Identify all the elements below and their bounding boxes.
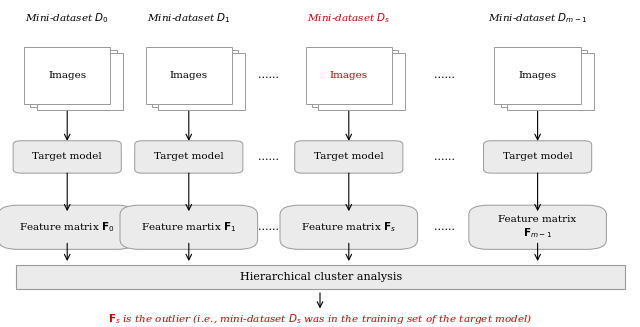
FancyBboxPatch shape [134,141,243,173]
Text: Images: Images [330,71,368,80]
Text: ......: ...... [259,152,279,162]
FancyBboxPatch shape [30,50,116,107]
Text: Feature matrix
$\mathbf{F}_{m-1}$: Feature matrix $\mathbf{F}_{m-1}$ [499,215,577,240]
Text: Images: Images [48,71,86,80]
Text: Mini-dataset $D_0$: Mini-dataset $D_0$ [26,11,109,25]
Text: Target model: Target model [314,152,383,162]
FancyBboxPatch shape [13,141,122,173]
FancyBboxPatch shape [312,50,398,107]
Text: ......: ...... [435,222,455,232]
Text: Target model: Target model [154,152,223,162]
Text: Target model: Target model [33,152,102,162]
Text: Hierarchical cluster analysis: Hierarchical cluster analysis [239,272,402,282]
FancyBboxPatch shape [159,53,245,111]
FancyBboxPatch shape [0,205,136,249]
FancyBboxPatch shape [146,47,232,104]
FancyBboxPatch shape [306,47,392,104]
Text: ......: ...... [259,222,279,232]
Text: Target model: Target model [503,152,572,162]
Text: Feature martix $\mathbf{F}_1$: Feature martix $\mathbf{F}_1$ [141,220,237,234]
Text: Feature matrix $\mathbf{F}_s$: Feature matrix $\mathbf{F}_s$ [301,220,396,234]
Text: $\mathbf{F}_s$ is the outlier (i.e., mini-dataset $D_s$ was in the training set : $\mathbf{F}_s$ is the outlier (i.e., min… [108,312,532,326]
Text: Images: Images [170,71,208,80]
Text: Mini-dataset $D_1$: Mini-dataset $D_1$ [147,11,230,25]
Text: ......: ...... [435,70,455,80]
Text: Mini-dataset $D_s$: Mini-dataset $D_s$ [307,11,390,25]
FancyBboxPatch shape [319,53,405,111]
FancyBboxPatch shape [507,53,594,111]
FancyBboxPatch shape [36,53,123,111]
Text: ......: ...... [259,70,279,80]
FancyBboxPatch shape [484,141,591,173]
FancyBboxPatch shape [120,205,257,249]
Text: Feature matrix $\mathbf{F}_0$: Feature matrix $\mathbf{F}_0$ [19,220,115,234]
FancyBboxPatch shape [468,205,607,249]
Text: ......: ...... [435,152,455,162]
FancyBboxPatch shape [494,47,581,104]
Text: Mini-dataset $D_{m-1}$: Mini-dataset $D_{m-1}$ [488,11,588,25]
FancyBboxPatch shape [280,205,417,249]
Text: Images: Images [518,71,557,80]
FancyBboxPatch shape [500,50,588,107]
FancyBboxPatch shape [295,141,403,173]
FancyBboxPatch shape [24,47,110,104]
FancyBboxPatch shape [16,265,625,289]
FancyBboxPatch shape [152,50,239,107]
